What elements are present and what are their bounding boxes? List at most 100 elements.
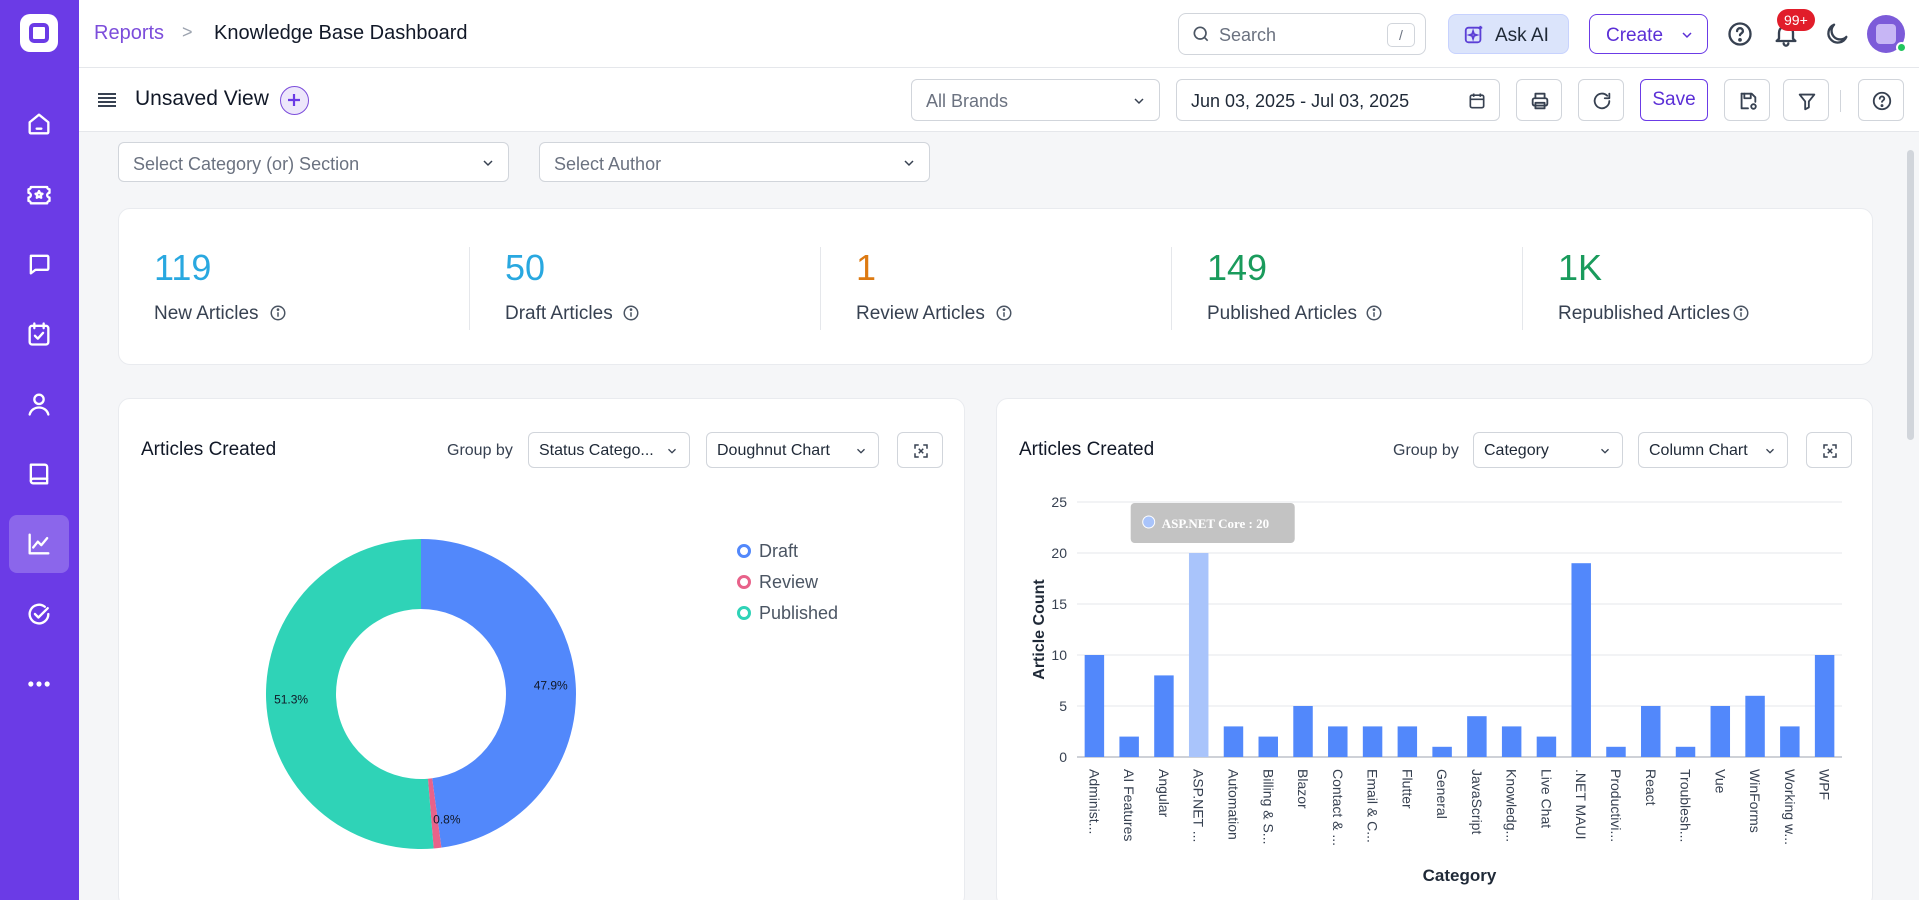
stat-review-articles[interactable]: 1 Review Articles [821, 209, 1172, 366]
bar[interactable] [1362, 726, 1383, 757]
category-section-select[interactable]: Select Category (or) Section [118, 142, 509, 182]
info-icon[interactable] [269, 304, 287, 322]
bar[interactable] [1780, 726, 1800, 757]
ask-ai-button[interactable]: Ask AI [1448, 14, 1569, 54]
legend-draft[interactable]: Draft [737, 541, 799, 562]
more-icon[interactable] [9, 655, 69, 713]
x-tick-label: General [1434, 769, 1450, 819]
approvals-icon[interactable] [9, 585, 69, 643]
doughnut-chart: 47.9% 0.8% 51.3% [265, 539, 576, 849]
doughnut-data-label: 0.8% [433, 812, 461, 826]
chart-type-select[interactable]: Doughnut Chart [706, 432, 879, 468]
bar[interactable] [1397, 726, 1418, 757]
y-tick-label: 15 [1051, 596, 1067, 612]
bar[interactable] [1119, 736, 1139, 757]
contacts-icon[interactable] [9, 375, 69, 433]
bar[interactable] [1675, 746, 1696, 757]
help-icon[interactable] [1726, 20, 1754, 48]
bar[interactable] [1154, 675, 1174, 757]
bar[interactable] [1606, 746, 1626, 757]
legend-label: Review [759, 572, 819, 592]
reports-icon[interactable] [9, 515, 69, 573]
toolbar-divider [1840, 90, 1841, 112]
chart-type-select[interactable]: Column Chart [1638, 432, 1788, 468]
add-view-button[interactable] [280, 86, 309, 115]
bar[interactable] [1571, 563, 1591, 757]
x-tick-label: Flutter [1399, 769, 1415, 809]
doughnut-data-label: 47.9% [534, 678, 568, 692]
stat-draft-articles[interactable]: 50 Draft Articles [470, 209, 821, 366]
group-by-select[interactable]: Status Catego... [528, 432, 690, 468]
author-select[interactable]: Select Author [539, 142, 930, 182]
bar[interactable] [1188, 553, 1209, 757]
bar[interactable] [1814, 655, 1835, 757]
stat-published-articles[interactable]: 149 Published Articles [1172, 209, 1523, 366]
bar[interactable] [1258, 736, 1278, 757]
stat-label: Draft Articles [505, 303, 613, 324]
save-as-button[interactable] [1724, 79, 1770, 121]
info-icon[interactable] [1732, 304, 1750, 322]
expand-chart-button[interactable] [897, 432, 943, 468]
help-button[interactable] [1858, 79, 1904, 121]
top-header: Reports > Knowledge Base Dashboard Searc… [79, 0, 1919, 68]
breadcrumb-separator: > [182, 22, 193, 42]
create-label: Create [1606, 25, 1664, 46]
stat-republished-articles[interactable]: 1K Republished Articles [1523, 209, 1874, 366]
dark-mode-icon[interactable] [1823, 20, 1851, 48]
breadcrumb-reports-link[interactable]: Reports [94, 22, 165, 44]
doughnut-slice-draft[interactable] [421, 539, 576, 848]
create-button[interactable]: Create [1589, 14, 1708, 54]
knowledge-base-icon[interactable] [9, 445, 69, 503]
bar[interactable] [1223, 726, 1244, 757]
search-input[interactable]: Search / [1178, 13, 1426, 55]
home-icon[interactable] [9, 95, 69, 153]
stat-label: Republished Articles [1558, 303, 1731, 324]
bar[interactable] [1641, 706, 1661, 757]
legend-label: Draft [759, 541, 799, 561]
expand-chart-button[interactable] [1806, 432, 1852, 468]
bar[interactable] [1710, 706, 1731, 757]
stat-label: New Articles [154, 303, 259, 324]
info-icon[interactable] [622, 304, 640, 322]
bar[interactable] [1536, 736, 1557, 757]
x-tick-label: Automation [1225, 769, 1241, 840]
save-button[interactable]: Save [1640, 79, 1708, 121]
x-tick-label: Working w... [1782, 769, 1798, 845]
bar[interactable] [1084, 655, 1105, 757]
group-by-select[interactable]: Category [1473, 432, 1623, 468]
app-logo[interactable] [20, 14, 58, 52]
y-tick-label: 25 [1051, 494, 1067, 510]
filter-button[interactable] [1783, 79, 1829, 121]
brand-select[interactable]: All Brands [911, 79, 1160, 121]
chevron-down-icon [1134, 98, 1144, 105]
bar[interactable] [1432, 746, 1452, 757]
group-by-value: Category [1484, 442, 1549, 459]
date-range-picker[interactable]: Jun 03, 2025 - Jul 03, 2025 [1176, 79, 1500, 121]
bar[interactable] [1328, 726, 1348, 757]
user-avatar[interactable] [1867, 15, 1905, 53]
menu-icon[interactable] [95, 88, 119, 112]
legend-swatch [737, 575, 751, 589]
bar[interactable] [1745, 695, 1765, 757]
doughnut-slice-review[interactable] [427, 778, 442, 849]
tasks-icon[interactable] [9, 305, 69, 363]
legend-published[interactable]: Published [737, 603, 838, 624]
doughnut-slice-published[interactable] [265, 539, 434, 849]
bar[interactable] [1293, 706, 1313, 757]
bar[interactable] [1467, 716, 1487, 757]
x-tick-label: .NET MAUI [1573, 769, 1589, 840]
print-button[interactable] [1516, 79, 1562, 121]
calendar-icon [1469, 93, 1485, 109]
ticket-icon[interactable] [9, 165, 69, 223]
chat-icon[interactable] [9, 235, 69, 293]
articles-by-category-panel: Articles Created Group by Category Colum… [996, 398, 1873, 900]
bar[interactable] [1501, 726, 1522, 757]
ask-ai-label: Ask AI [1495, 25, 1549, 46]
legend-review[interactable]: Review [737, 572, 819, 593]
chevron-down-icon [1682, 32, 1692, 39]
info-icon[interactable] [995, 304, 1013, 322]
info-icon[interactable] [1365, 304, 1383, 322]
page-scrollbar[interactable] [1907, 150, 1914, 440]
stat-new-articles[interactable]: 119 New Articles [119, 209, 470, 366]
refresh-button[interactable] [1578, 79, 1624, 121]
